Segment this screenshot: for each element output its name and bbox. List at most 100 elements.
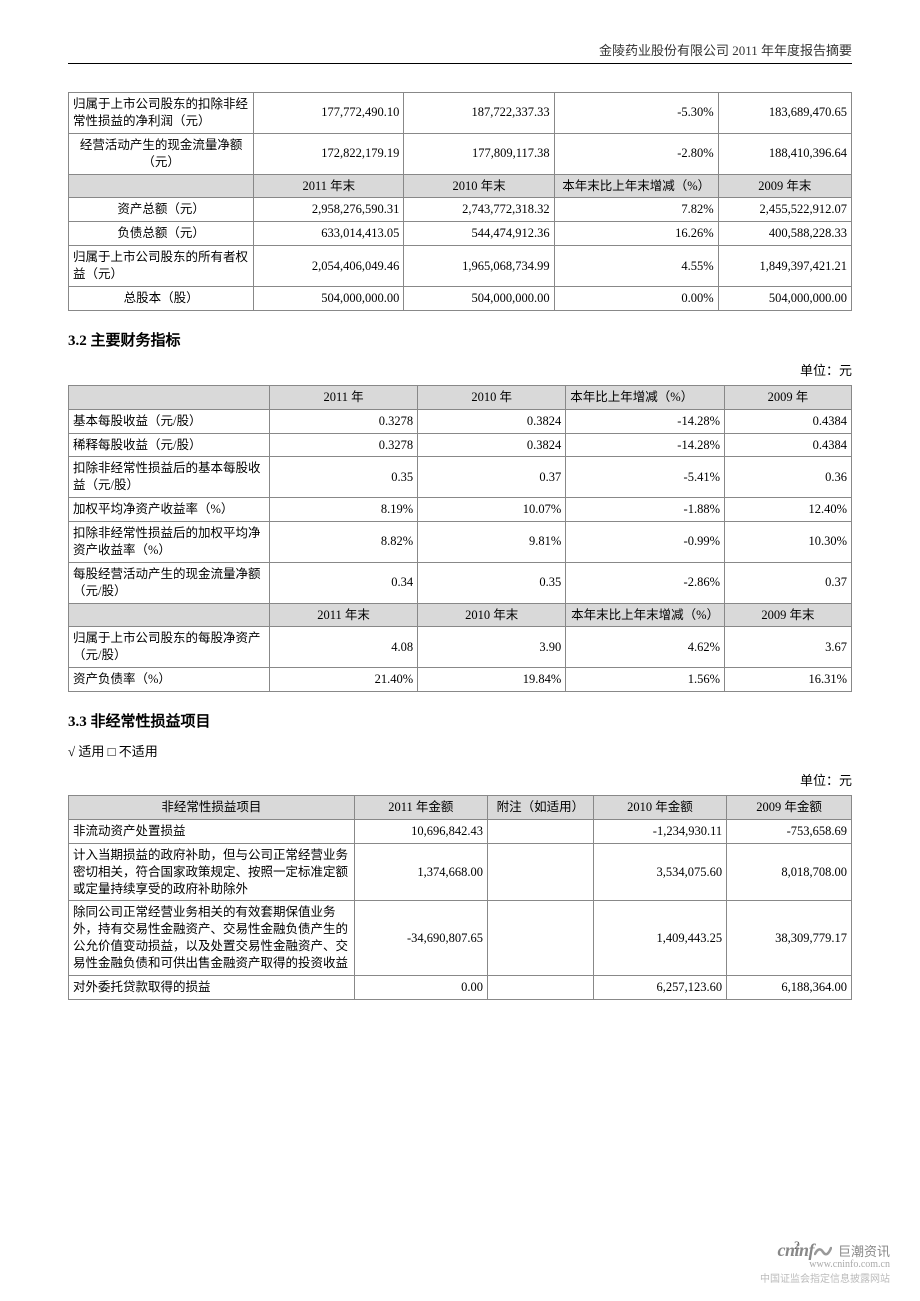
cell: 38,309,779.17 xyxy=(727,901,852,976)
table-header-row: 2011 年末 2010 年末 本年末比上年末增减（%） 2009 年末 xyxy=(69,603,852,627)
row-label: 资产负债率（%） xyxy=(69,668,270,692)
table-row: 计入当期损益的政府补助，但与公司正常经营业务密切相关，符合国家政策规定、按照一定… xyxy=(69,843,852,901)
table-row: 归属于上市公司股东的所有者权益（元） 2,054,406,049.46 1,96… xyxy=(69,246,852,287)
header-cell: 非经常性损益项目 xyxy=(69,796,355,820)
cell: 8.82% xyxy=(270,522,418,563)
row-label: 扣除非经常性损益后的基本每股收益（元/股） xyxy=(69,457,270,498)
applies-label: √ 适用 □ 不适用 xyxy=(68,741,852,760)
cell: 10,696,842.43 xyxy=(354,819,487,843)
table-row: 资产总额（元） 2,958,276,590.31 2,743,772,318.3… xyxy=(69,198,852,222)
section-3-2-title: 3.2 主要财务指标 xyxy=(68,329,852,350)
table-header-row: 2011 年 2010 年 本年比上年增减（%） 2009 年 xyxy=(69,385,852,409)
table-row: 归属于上市公司股东的每股净资产（元/股）4.083.904.62%3.67 xyxy=(69,627,852,668)
table-row: 每股经营活动产生的现金流量净额（元/股）0.340.35-2.86%0.37 xyxy=(69,562,852,603)
row-label: 加权平均净资产收益率（%） xyxy=(69,498,270,522)
cell: 0.3824 xyxy=(418,409,566,433)
cell: 0.34 xyxy=(270,562,418,603)
table-row: 扣除非经常性损益后的加权平均净资产收益率（%）8.82%9.81%-0.99%1… xyxy=(69,522,852,563)
cell: 504,000,000.00 xyxy=(404,286,554,310)
cell: 16.26% xyxy=(554,222,718,246)
wave-icon xyxy=(814,1244,832,1258)
cell: 0.4384 xyxy=(724,409,851,433)
cell: 0.4384 xyxy=(724,433,851,457)
table-row: 基本每股收益（元/股）0.32780.3824-14.28%0.4384 xyxy=(69,409,852,433)
row-label: 总股本（股） xyxy=(69,286,254,310)
table-row: 加权平均净资产收益率（%）8.19%10.07%-1.88%12.40% xyxy=(69,498,852,522)
cell xyxy=(488,819,594,843)
cell: 4.55% xyxy=(554,246,718,287)
table-row: 总股本（股） 504,000,000.00 504,000,000.00 0.0… xyxy=(69,286,852,310)
cell: 10.30% xyxy=(724,522,851,563)
row-label: 资产总额（元） xyxy=(69,198,254,222)
row-label: 基本每股收益（元/股） xyxy=(69,409,270,433)
row-label: 扣除非经常性损益后的加权平均净资产收益率（%） xyxy=(69,522,270,563)
brand-url: www.cninfo.com.cn xyxy=(760,1259,890,1270)
row-label: 计入当期损益的政府补助，但与公司正常经营业务密切相关，符合国家政策规定、按照一定… xyxy=(69,843,355,901)
row-label: 归属于上市公司股东的所有者权益（元） xyxy=(69,246,254,287)
table-row: 对外委托贷款取得的损益0.006,257,123.606,188,364.00 xyxy=(69,975,852,999)
cell: -2.80% xyxy=(554,133,718,174)
cell: -753,658.69 xyxy=(727,819,852,843)
table-row: 经营活动产生的现金流量净额（元） 172,822,179.19 177,809,… xyxy=(69,133,852,174)
cell: 633,014,413.05 xyxy=(254,222,404,246)
unit-label: 单位：元 xyxy=(68,770,852,789)
header-cell xyxy=(69,174,254,198)
cell: 2,958,276,590.31 xyxy=(254,198,404,222)
header-cell: 2011 年末 xyxy=(270,603,418,627)
cell xyxy=(488,901,594,976)
header-cell: 2010 年金额 xyxy=(593,796,726,820)
row-label: 对外委托贷款取得的损益 xyxy=(69,975,355,999)
cell: 504,000,000.00 xyxy=(718,286,851,310)
cell: 8.19% xyxy=(270,498,418,522)
cell: -14.28% xyxy=(566,409,725,433)
header-cell: 2009 年金额 xyxy=(727,796,852,820)
cell: 2,455,522,912.07 xyxy=(718,198,851,222)
cell: 2,054,406,049.46 xyxy=(254,246,404,287)
cell: -5.41% xyxy=(566,457,725,498)
header-cell: 2010 年 xyxy=(418,385,566,409)
cell: 0.37 xyxy=(724,562,851,603)
cell: 0.37 xyxy=(418,457,566,498)
cell: 6,188,364.00 xyxy=(727,975,852,999)
header-cell: 附注（如适用） xyxy=(488,796,594,820)
header-cell xyxy=(69,385,270,409)
cell: 3,534,075.60 xyxy=(593,843,726,901)
cell: 4.62% xyxy=(566,627,725,668)
cell: 3.67 xyxy=(724,627,851,668)
table-row: 除同公司正常经营业务相关的有效套期保值业务外，持有交易性金融资产、交易性金融负债… xyxy=(69,901,852,976)
cell: 1.56% xyxy=(566,668,725,692)
cell: 544,474,912.36 xyxy=(404,222,554,246)
page: 金陵药业股份有限公司 2011 年年度报告摘要 归属于上市公司股东的扣除非经常性… xyxy=(0,0,920,1301)
table-header-row: 2011 年末 2010 年末 本年末比上年末增减（%） 2009 年末 xyxy=(69,174,852,198)
financial-indicators-table: 2011 年 2010 年 本年比上年增减（%） 2009 年 基本每股收益（元… xyxy=(68,385,852,692)
cell: -2.86% xyxy=(566,562,725,603)
row-label: 归属于上市公司股东的每股净资产（元/股） xyxy=(69,627,270,668)
row-label: 经营活动产生的现金流量净额（元） xyxy=(69,133,254,174)
footer-logo: cninf 巨潮资讯 www.cninfo.com.cn 中国证监会指定信息披露… xyxy=(760,1240,890,1285)
table-row: 资产负债率（%）21.40%19.84%1.56%16.31% xyxy=(69,668,852,692)
cell: -0.99% xyxy=(566,522,725,563)
cell: 19.84% xyxy=(418,668,566,692)
header-cell: 2011 年 xyxy=(270,385,418,409)
cell: -1,234,930.11 xyxy=(593,819,726,843)
cell: 0.3278 xyxy=(270,433,418,457)
cell: 9.81% xyxy=(418,522,566,563)
cell: 177,809,117.38 xyxy=(404,133,554,174)
cell: 187,722,337.33 xyxy=(404,93,554,134)
cell: 0.35 xyxy=(270,457,418,498)
cell: 1,409,443.25 xyxy=(593,901,726,976)
cell: 183,689,470.65 xyxy=(718,93,851,134)
header-cell xyxy=(69,603,270,627)
header-cell: 2009 年末 xyxy=(724,603,851,627)
cell: -1.88% xyxy=(566,498,725,522)
cell: 8,018,708.00 xyxy=(727,843,852,901)
cell: 16.31% xyxy=(724,668,851,692)
cell: 7.82% xyxy=(554,198,718,222)
designated-text: 中国证监会指定信息披露网站 xyxy=(760,1270,890,1285)
cell: 0.35 xyxy=(418,562,566,603)
financial-summary-table: 归属于上市公司股东的扣除非经常性损益的净利润（元） 177,772,490.10… xyxy=(68,92,852,311)
cell: 2,743,772,318.32 xyxy=(404,198,554,222)
cell: 1,849,397,421.21 xyxy=(718,246,851,287)
cell: 0.36 xyxy=(724,457,851,498)
table-row: 稀释每股收益（元/股）0.32780.3824-14.28%0.4384 xyxy=(69,433,852,457)
